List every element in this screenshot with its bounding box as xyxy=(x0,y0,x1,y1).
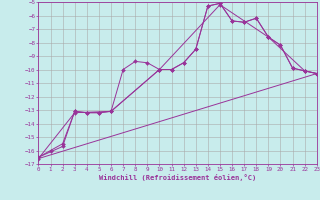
X-axis label: Windchill (Refroidissement éolien,°C): Windchill (Refroidissement éolien,°C) xyxy=(99,174,256,181)
